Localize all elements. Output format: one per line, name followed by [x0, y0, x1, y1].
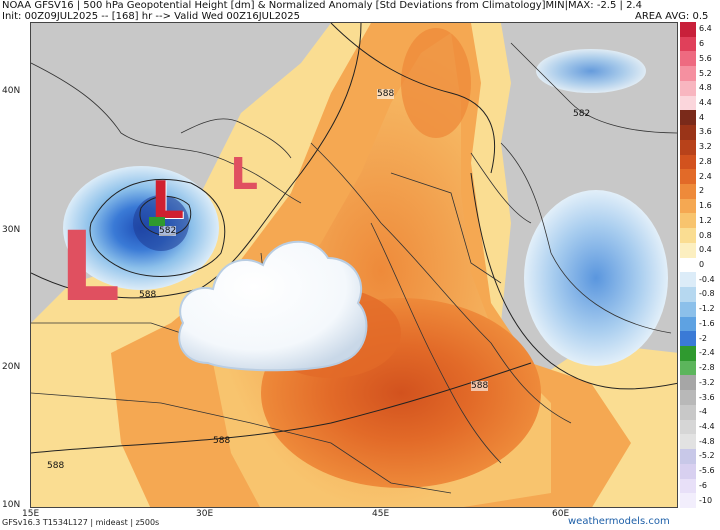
colorbar-segment: [680, 287, 696, 303]
colorbar-segment: [680, 449, 696, 465]
colorbar-segment: [680, 242, 696, 259]
lon-label: 15E: [22, 509, 40, 519]
colorbar-tick-label: -4.8: [699, 436, 715, 446]
colorbar-segment: [680, 331, 696, 347]
lat-label: 40N: [2, 86, 21, 96]
watermark[interactable]: weathermodels.com: [568, 516, 670, 527]
colorbar-tick-label: -3.6: [699, 392, 715, 402]
colorbar-tick-label: -3.2: [699, 377, 715, 387]
colorbar-segment: [680, 272, 696, 288]
colorbar-tick-label: -0.8: [699, 289, 715, 299]
colorbar-tick-label: -0.4: [699, 274, 715, 284]
contour-label: 582: [159, 226, 177, 236]
lon-label: 30E: [196, 509, 214, 519]
colorbar-segment: [680, 139, 696, 156]
header: NOAA GFSV16 | 500 hPa Geopotential Heigh…: [0, 0, 720, 22]
colorbar-tick-label: 0: [699, 260, 705, 269]
colorbar-tick-label: 2.8: [699, 156, 712, 166]
colorbar-segment: [680, 66, 696, 82]
lat-label: 10N: [2, 500, 21, 510]
colorbar-tick-label: -2.8: [699, 363, 715, 373]
colorbar-segment: [680, 463, 696, 480]
colorbar-segment: [680, 184, 696, 200]
low-marker: L: [230, 149, 259, 200]
colorbar-tick-label: -4: [699, 407, 707, 417]
model-info: GFSv16.3 T1534L127 | mideast | z500s: [2, 518, 160, 527]
colorbar-segment: [680, 110, 696, 126]
lat-label: 20N: [2, 362, 21, 372]
colorbar-tick-label: 4.4: [699, 98, 712, 107]
colorbar-segment: [680, 36, 696, 52]
colorbar-tick-label: -10: [699, 495, 713, 505]
colorbar-segment: [680, 316, 696, 332]
colorbar-segment: [680, 95, 696, 111]
colorbar-tick-label: 5.6: [699, 53, 712, 63]
colorbar-segment: [680, 198, 696, 214]
blue-northeast: [536, 49, 646, 93]
colorbar-tick-label: 4: [699, 112, 705, 122]
colorbar-tick-label: 5.2: [699, 68, 712, 78]
colorbar-segment: [680, 301, 696, 318]
colorbar-tick-label: 3.6: [699, 127, 712, 137]
colorbar: [680, 22, 696, 509]
colorbar-segment: [680, 390, 696, 406]
lon-label: 60E: [552, 509, 570, 519]
anomaly-north: [401, 28, 471, 138]
map-panel[interactable]: 588 582 582 588 588 588 588 L L L: [30, 22, 678, 508]
colorbar-tick-label: 0.4: [699, 245, 712, 255]
low-center-highlight: [149, 217, 165, 226]
contour-label: 588: [213, 436, 231, 446]
colorbar-tick-label: 1.2: [699, 215, 712, 225]
colorbar-tick-label: -4.4: [699, 422, 715, 431]
low-marker: L: [59, 211, 121, 323]
colorbar-tick-label: -6: [699, 480, 707, 490]
lat-label: 30N: [2, 225, 21, 235]
colorbar-tick-label: 2: [699, 186, 705, 196]
coastlines: [31, 42, 677, 494]
colorbar-segment: [680, 154, 696, 170]
map-canvas: [31, 23, 677, 507]
contour-label: 588: [471, 381, 489, 391]
colorbar-segment: [680, 51, 696, 67]
colorbar-segment: [680, 346, 696, 362]
colorbar-segment: [680, 22, 696, 38]
colorbar-tick-label: -1.6: [699, 318, 715, 328]
colorbar-tick-label: -5.6: [699, 466, 715, 476]
colorbar-tick-label: 6.4: [699, 24, 712, 34]
colorbar-segment: [680, 419, 696, 435]
contour-label: 588: [377, 89, 395, 99]
colorbar-tick-label: 4.8: [699, 83, 712, 93]
colorbar-segment: [680, 478, 696, 494]
colorbar-tick-label: 1.6: [699, 201, 712, 211]
colorbar-segment: [680, 404, 696, 421]
colorbar-segment: [680, 360, 696, 376]
lon-label: 45E: [372, 509, 390, 519]
colorbar-tick-label: -2.4: [699, 348, 715, 358]
colorbar-tick-label: 6: [699, 39, 705, 49]
colorbar-tick-label: -5.2: [699, 451, 715, 461]
colorbar-segment: [680, 434, 696, 450]
contour-label: 582: [573, 109, 591, 119]
colorbar-segment: [680, 213, 696, 229]
height-contours: [31, 23, 677, 454]
colorbar-segment: [680, 493, 696, 509]
colorbar-tick-label: 0.8: [699, 230, 712, 240]
colorbar-tick-label: -2: [699, 333, 707, 343]
colorbar-tick-label: 3.2: [699, 142, 712, 152]
colorbar-segment: [680, 257, 696, 273]
blue-arabian-sea: [524, 190, 668, 366]
colorbar-segment: [680, 375, 696, 391]
init-valid-line: Init: 00Z09JUL2025 -- [168] hr --> Valid…: [2, 11, 301, 22]
area-average: AREA AVG: 0.5: [635, 11, 709, 22]
title-line: NOAA GFSV16 | 500 hPa Geopotential Heigh…: [2, 0, 642, 11]
colorbar-segment: [680, 169, 696, 185]
colorbar-tick-label: 2.4: [699, 171, 712, 181]
colorbar-tick-label: -1.2: [699, 304, 715, 314]
colorbar-segment: [680, 125, 696, 141]
contour-label: 588: [139, 290, 157, 300]
cloud-icon: [178, 240, 368, 372]
colorbar-segment: [680, 80, 696, 97]
colorbar-segment: [680, 228, 696, 244]
contour-label: 588: [47, 461, 65, 471]
